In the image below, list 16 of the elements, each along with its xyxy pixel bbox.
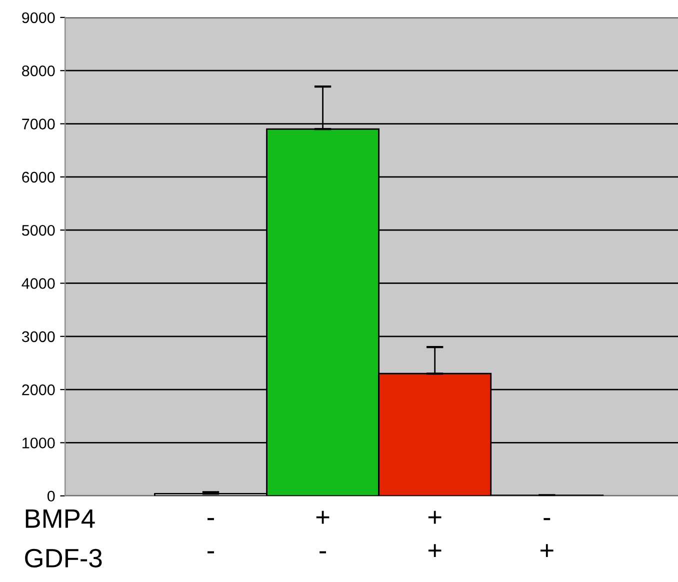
y-tick-label: 6000 [22, 172, 55, 183]
text: BMP4 [26, 510, 95, 528]
y-tick-label: 2000 [22, 384, 55, 396]
y-tick-label: 3000 [22, 331, 55, 342]
y-tick-label: 4000 [22, 278, 55, 289]
x-tick-label: + - [316, 510, 330, 554]
y-tick-label: 8000 [22, 65, 55, 76]
text: GDF-3 [25, 548, 102, 568]
y-tick-label: 5000 [22, 224, 55, 236]
x-tick-label: - + [540, 518, 554, 557]
y-tick-label: 9000 [22, 12, 55, 24]
x-tick-label: + + [428, 510, 442, 557]
x-tick-label: - - [208, 518, 214, 554]
y-tick-label: 1000 [22, 438, 55, 448]
y-tick-label: 7000 [22, 118, 55, 130]
y-tick-label: 0 [47, 490, 55, 502]
